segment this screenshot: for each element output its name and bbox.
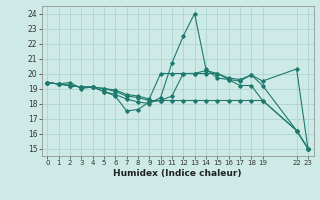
X-axis label: Humidex (Indice chaleur): Humidex (Indice chaleur)	[113, 169, 242, 178]
